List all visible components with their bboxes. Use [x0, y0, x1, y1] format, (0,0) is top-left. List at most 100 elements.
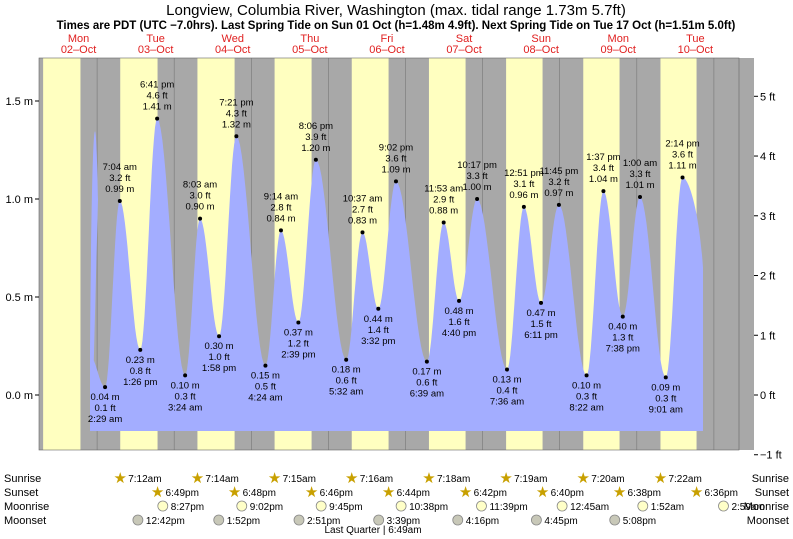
moonset-moon-icon — [452, 514, 464, 526]
high-tide-time: 6:41 pm — [140, 80, 174, 91]
extreme-point — [601, 189, 606, 194]
high-tide-time: 1:00 am — [623, 158, 657, 169]
extreme-point — [296, 320, 301, 325]
high-tide-time: 8:03 am — [183, 180, 217, 191]
chart-title: Longview, Columbia River, Washington (ma… — [166, 2, 626, 19]
sunrise-time: 7:20am — [591, 474, 624, 485]
day-name: Mon — [68, 33, 89, 45]
sunrise-time: 7:18am — [437, 474, 470, 485]
low-tide-time: 3:32 pm — [361, 336, 395, 347]
extreme-point — [263, 363, 268, 368]
sunset-time: 6:48pm — [243, 488, 276, 499]
extreme-point — [663, 375, 668, 380]
high-tide-meters: 0.99 m — [105, 184, 134, 195]
sunset-time: 6:40pm — [551, 488, 584, 499]
moonset-moon-icon — [132, 514, 144, 526]
high-tide-meters: 0.88 m — [429, 206, 458, 217]
high-tide-feet: 3.4 ft — [593, 163, 614, 174]
sunrise-sun-icon: ★ — [268, 470, 281, 487]
sunrise-row-label-left: Sunrise — [4, 473, 41, 485]
low-tide-feet: 0.3 ft — [576, 391, 597, 402]
y-axis-left: 0.0 m 0.5 m 1.0 m 1.5 m — [5, 96, 39, 402]
extreme-point — [155, 116, 160, 121]
moonset-moon-icon — [373, 514, 385, 526]
moonrise-time: 9:02pm — [250, 502, 283, 513]
high-tide-time: 11:45 pm — [539, 166, 578, 177]
low-tide-time: 2:39 pm — [281, 349, 315, 360]
low-tide-feet: 1.2 ft — [288, 338, 309, 349]
low-tide-meters: 0.10 m — [171, 380, 200, 391]
low-tide-time: 8:22 am — [569, 402, 603, 413]
high-tide-time: 7:04 am — [103, 162, 137, 173]
sunset-row-label-left: Sunset — [4, 487, 38, 499]
low-tide-meters: 0.13 m — [492, 375, 521, 386]
low-tide-meters: 0.47 m — [526, 308, 555, 319]
low-tide-time: 4:40 pm — [442, 328, 476, 339]
high-tide-time: 1:37 pm — [586, 152, 620, 163]
high-tide-time: 10:17 pm — [457, 160, 497, 171]
day-date: 09–Oct — [601, 44, 636, 56]
tide-area — [90, 118, 703, 431]
sunset-time: 6:49pm — [166, 488, 199, 499]
moonset-time: 4:45pm — [544, 516, 577, 527]
extreme-point — [183, 373, 188, 378]
sunrise-time: 7:22am — [668, 474, 701, 485]
high-tide-meters: 1.20 m — [301, 143, 330, 154]
sunset-time: 6:42pm — [474, 488, 507, 499]
extreme-point — [344, 357, 349, 362]
extreme-point — [217, 334, 222, 339]
low-tide-feet: 1.3 ft — [612, 333, 633, 344]
high-tide-meters: 0.84 m — [266, 213, 295, 224]
low-tide-time: 3:24 am — [168, 402, 202, 413]
extreme-point — [556, 202, 561, 207]
high-tide-feet: 2.9 ft — [433, 195, 454, 206]
day-name: Tue — [146, 33, 165, 45]
moonset-time: 3:39pm — [387, 516, 420, 527]
y-right-tick-label: −1 ft — [760, 450, 782, 462]
low-tide-feet: 0.3 ft — [175, 391, 196, 402]
sunset-sun-icon: ★ — [151, 484, 164, 501]
low-tide-time: 1:58 pm — [202, 363, 236, 374]
high-tide-feet: 4.6 ft — [147, 91, 168, 102]
chart-subtitle: Times are PDT (UTC −7.0hrs). Last Spring… — [57, 20, 736, 32]
low-tide-feet: 0.6 ft — [416, 378, 437, 389]
y-left-tick-label: 1.0 m — [5, 194, 33, 206]
low-tide-feet: 1.5 ft — [530, 319, 551, 330]
sunrise-time: 7:12am — [128, 474, 161, 485]
moonset-time: 4:16pm — [466, 516, 499, 527]
sunrise-time: 7:19am — [514, 474, 547, 485]
day-name: Thu — [300, 33, 319, 45]
sunrise-sun-icon: ★ — [577, 470, 590, 487]
y-left-tick-label: 1.5 m — [5, 96, 33, 108]
extreme-point — [198, 216, 203, 221]
sunset-sun-icon: ★ — [459, 484, 472, 501]
high-tide-feet: 3.2 ft — [109, 173, 130, 184]
moonrise-moon-icon — [476, 500, 487, 512]
high-tide-time: 10:37 am — [343, 193, 383, 204]
sunrise-sun-icon: ★ — [345, 470, 358, 487]
low-tide-time: 4:24 am — [248, 393, 282, 404]
high-tide-time: 9:02 pm — [379, 142, 413, 153]
moonrise-moon-icon — [236, 500, 248, 512]
day-name: Sat — [456, 33, 473, 45]
high-tide-feet: 3.3 ft — [467, 171, 488, 182]
high-tide-meters: 0.90 m — [186, 202, 215, 213]
day-date: 08–Oct — [523, 44, 558, 56]
y-left-tick-label: 0.5 m — [5, 292, 33, 304]
extreme-point — [620, 314, 625, 319]
low-tide-meters: 0.23 m — [126, 355, 155, 366]
day-date: 02–Oct — [61, 44, 96, 56]
extreme-point — [475, 197, 480, 201]
high-tide-meters: 0.96 m — [509, 190, 538, 201]
low-tide-meters: 0.48 m — [445, 306, 474, 317]
moonrise-row-label-right: Moonrise — [744, 501, 789, 513]
extreme-point — [505, 367, 510, 372]
low-tide-meters: 0.37 m — [284, 327, 313, 338]
moonset-moon-icon — [293, 514, 305, 526]
low-tide-feet: 1.6 ft — [448, 317, 469, 328]
moonset-time: 12:42pm — [146, 516, 185, 527]
extreme-point — [278, 228, 283, 233]
moonrise-time: 12:45am — [570, 502, 609, 513]
moonset-moon-icon — [531, 514, 542, 526]
plot-area — [38, 57, 754, 451]
